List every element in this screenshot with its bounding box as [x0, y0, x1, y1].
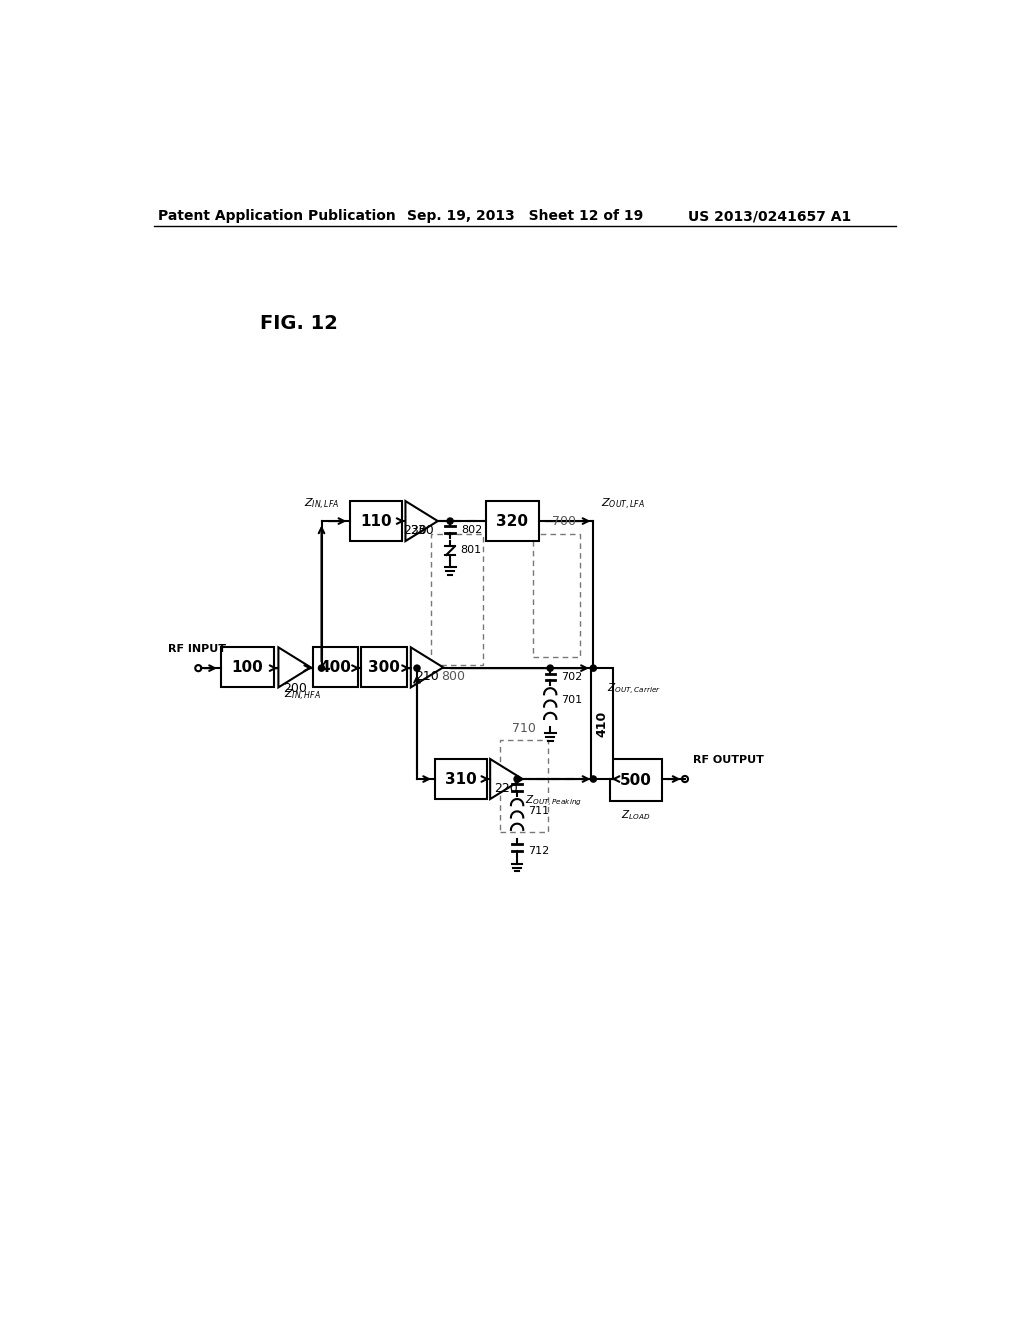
Text: Patent Application Publication: Patent Application Publication [158, 209, 395, 223]
Text: 802: 802 [462, 524, 483, 535]
Text: 230: 230 [403, 524, 427, 537]
Text: 702: 702 [561, 672, 583, 681]
Polygon shape [490, 759, 522, 799]
Text: $Z_{LOAD}$: $Z_{LOAD}$ [621, 808, 650, 822]
Text: 400: 400 [319, 660, 351, 675]
Circle shape [590, 776, 596, 781]
Text: 500: 500 [620, 772, 651, 788]
Polygon shape [279, 647, 310, 688]
FancyBboxPatch shape [221, 647, 273, 688]
Text: 410: 410 [595, 710, 608, 737]
Text: 220: 220 [495, 781, 518, 795]
Text: $Z_{OUT,Peaking}$: $Z_{OUT,Peaking}$ [524, 793, 582, 808]
Text: $Z_{IN,LFA}$: $Z_{IN,LFA}$ [304, 496, 339, 512]
Circle shape [318, 665, 325, 672]
Text: FIG. 12: FIG. 12 [260, 314, 338, 334]
FancyBboxPatch shape [350, 502, 402, 541]
Circle shape [590, 665, 596, 672]
Text: 200: 200 [283, 681, 306, 694]
Text: 700: 700 [552, 515, 577, 528]
Text: 110: 110 [360, 513, 392, 528]
FancyBboxPatch shape [609, 759, 662, 801]
Polygon shape [406, 502, 438, 541]
Text: 710: 710 [512, 722, 536, 735]
Circle shape [447, 517, 454, 524]
FancyBboxPatch shape [360, 647, 407, 688]
Circle shape [414, 665, 420, 672]
Circle shape [514, 776, 520, 781]
Text: $Z_{IN,HFA}$: $Z_{IN,HFA}$ [284, 688, 321, 702]
Text: Sep. 19, 2013 Sheet 12 of 19: Sep. 19, 2013 Sheet 12 of 19 [407, 209, 643, 223]
FancyBboxPatch shape [591, 668, 612, 779]
Text: 310: 310 [445, 771, 477, 787]
FancyBboxPatch shape [313, 647, 357, 688]
Text: 711: 711 [528, 807, 549, 816]
Text: 300: 300 [368, 660, 399, 675]
Text: $Z_{OUT,LFA}$: $Z_{OUT,LFA}$ [601, 496, 645, 512]
Text: $Z_{OUT,Carrier}$: $Z_{OUT,Carrier}$ [607, 682, 662, 697]
Text: US 2013/0241657 A1: US 2013/0241657 A1 [688, 209, 851, 223]
Text: 712: 712 [528, 846, 549, 857]
Circle shape [547, 665, 553, 672]
Text: 801: 801 [460, 545, 481, 556]
Text: 100: 100 [231, 660, 263, 675]
Text: RF INPUT: RF INPUT [168, 644, 225, 653]
FancyBboxPatch shape [486, 502, 539, 541]
Text: 701: 701 [561, 696, 582, 705]
Text: 800: 800 [441, 671, 465, 684]
Text: 230: 230 [410, 524, 433, 537]
Text: 320: 320 [497, 513, 528, 528]
Text: 210: 210 [415, 671, 439, 684]
Text: RF OUTPUT: RF OUTPUT [692, 755, 764, 764]
Polygon shape [411, 647, 443, 688]
FancyBboxPatch shape [435, 759, 487, 799]
